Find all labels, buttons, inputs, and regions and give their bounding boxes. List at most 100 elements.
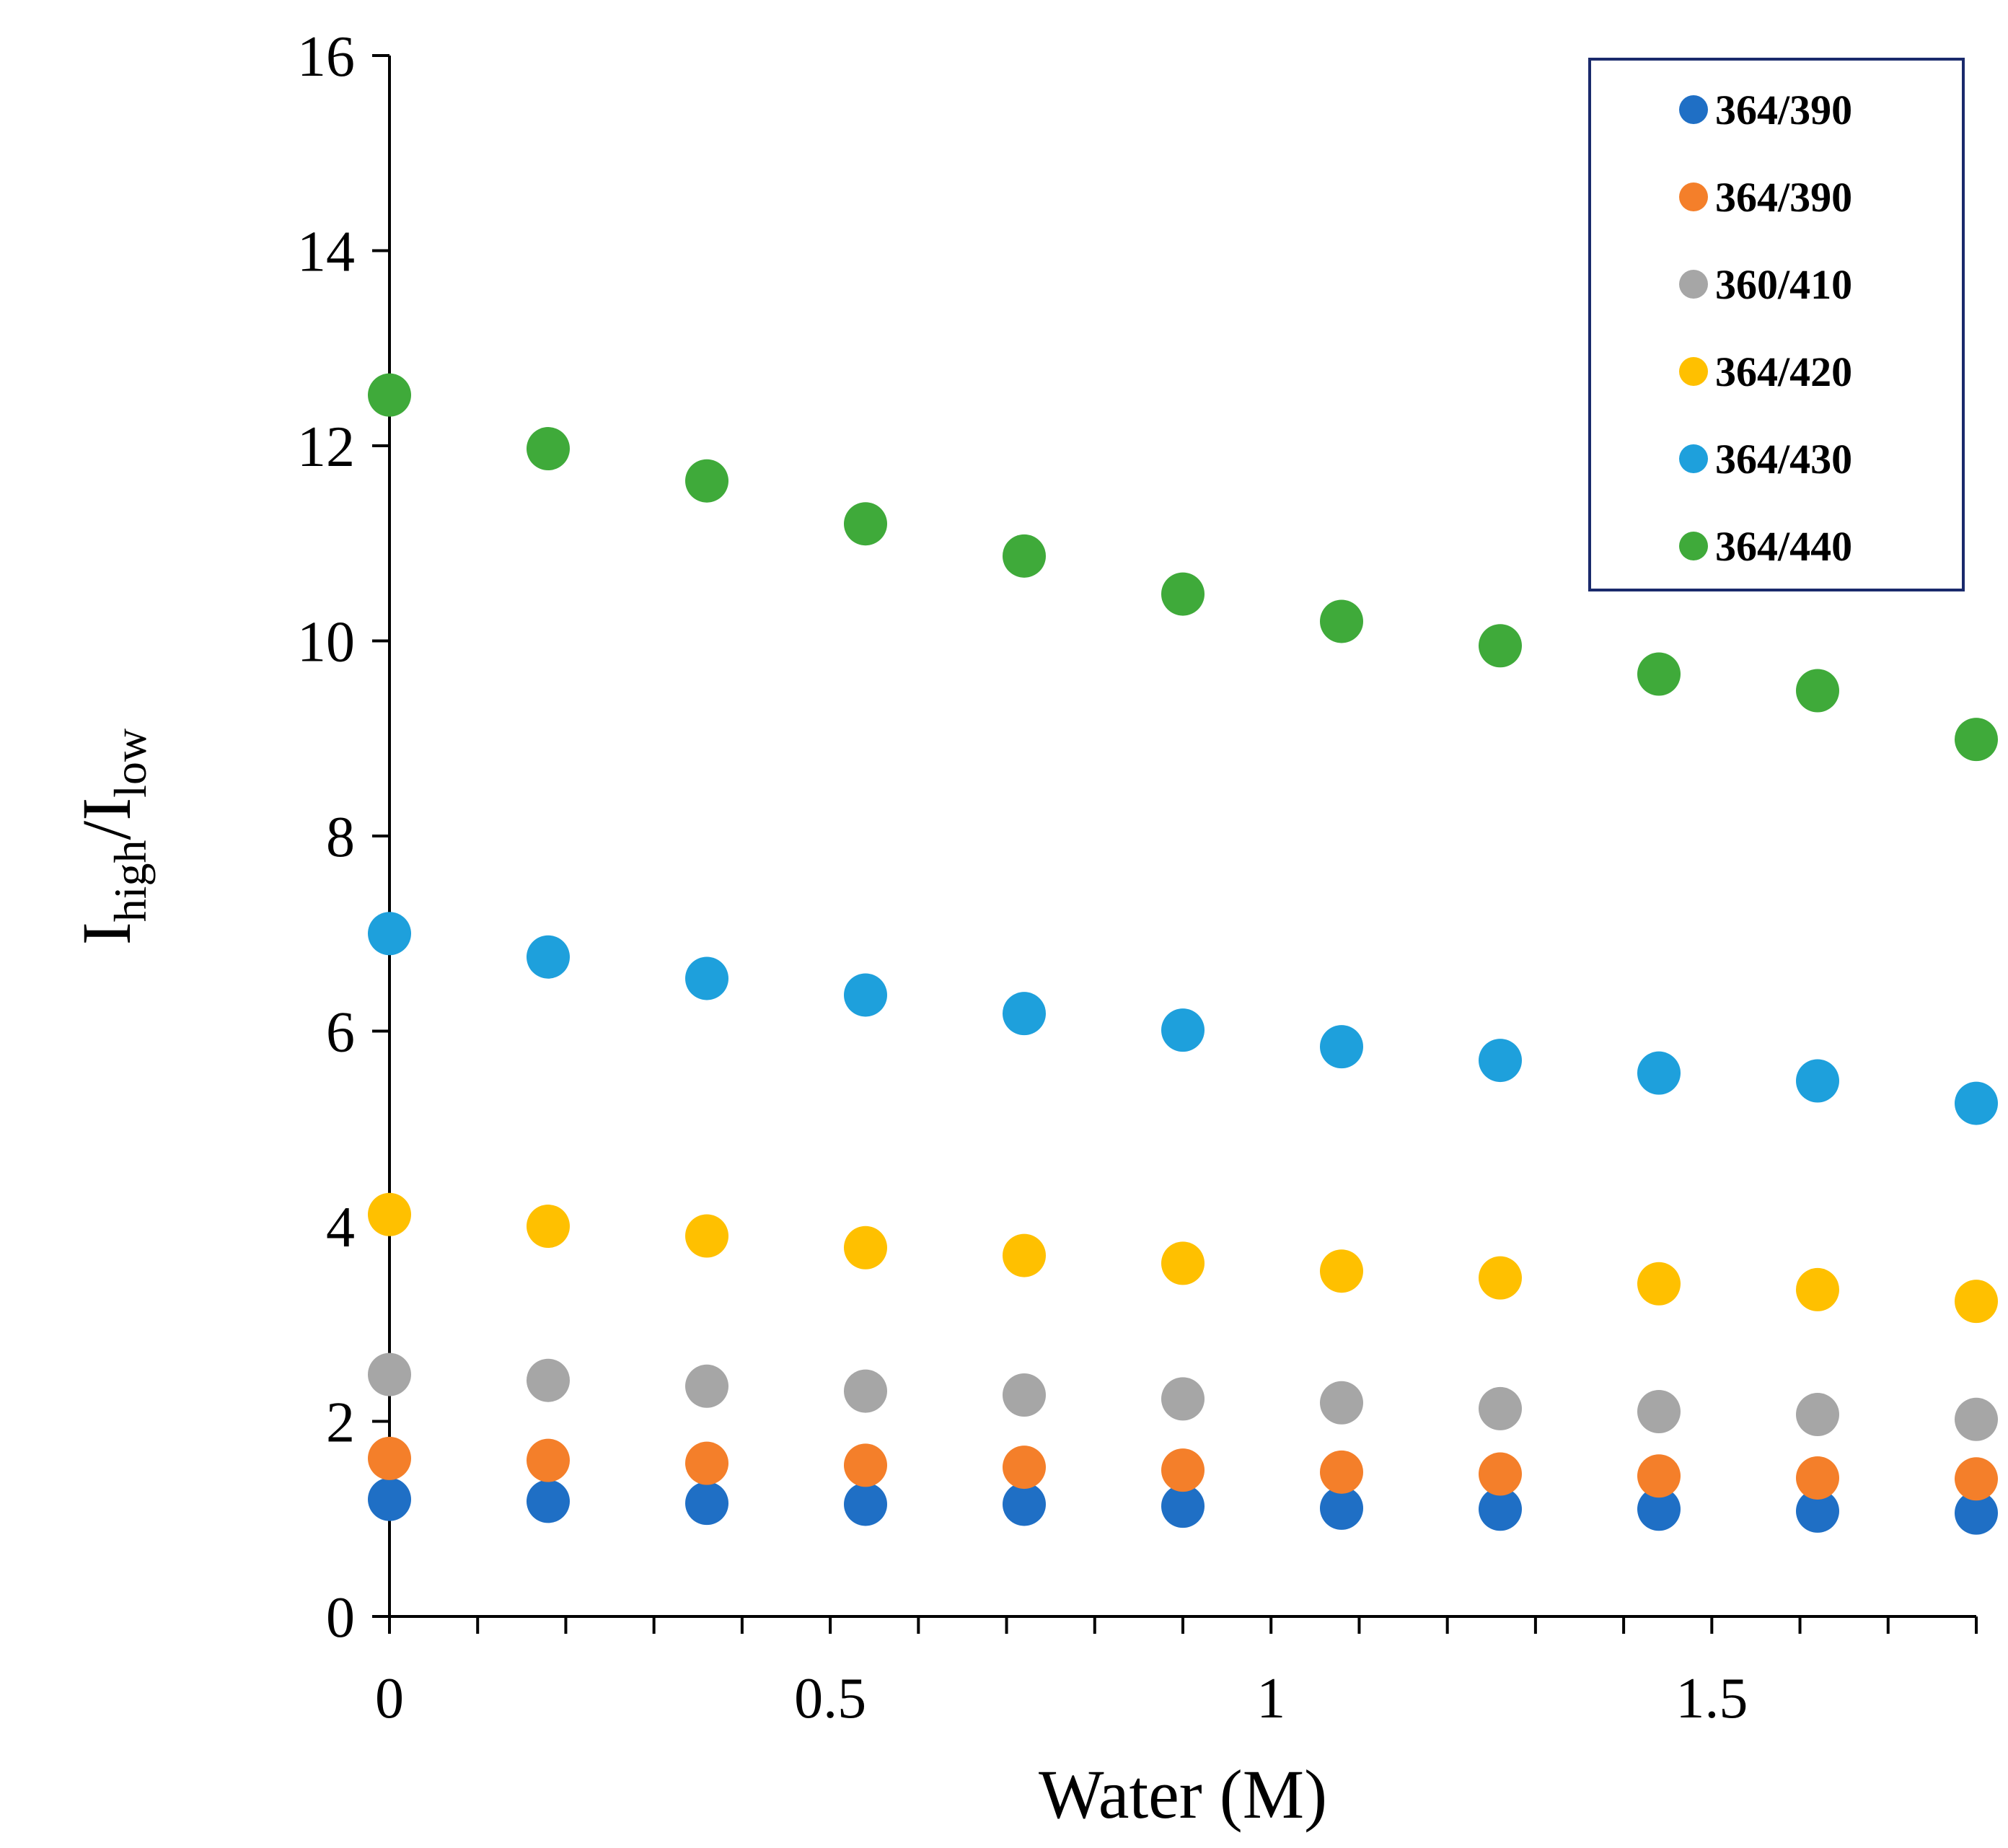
data-point	[685, 956, 728, 1000]
y-tick-label: 4	[326, 1196, 355, 1259]
data-point	[1955, 1280, 1998, 1324]
y-tick-label: 12	[297, 415, 355, 479]
y-tick-label: 10	[297, 611, 355, 674]
data-point	[1161, 1008, 1205, 1052]
y-tick-label: 16	[297, 25, 355, 89]
y-title-sub-low: low	[105, 729, 156, 798]
legend-marker	[1679, 532, 1708, 560]
legend-marker	[1679, 357, 1708, 386]
data-point	[368, 1477, 411, 1521]
data-point	[844, 1482, 887, 1526]
legend: 364/390 364/390 360/410 364/420 364/430 364/4…	[1588, 58, 1965, 591]
legend-marker	[1679, 95, 1708, 124]
data-point	[368, 1352, 411, 1396]
legend-label: 360/410	[1715, 261, 1852, 308]
data-point	[1796, 669, 1839, 713]
data-point	[1479, 624, 1522, 668]
legend-marker	[1679, 182, 1708, 211]
x-axis-title: Water (M)	[1039, 1756, 1327, 1833]
x-ticks: 0 0.5 1 1.5	[375, 1616, 1978, 1730]
data-point	[368, 912, 411, 956]
legend-label: 364/440	[1715, 523, 1852, 570]
data-point	[1955, 1081, 1998, 1125]
data-point	[1320, 1450, 1363, 1494]
data-point	[1003, 534, 1046, 578]
data-point	[1161, 1484, 1205, 1528]
data-point	[844, 973, 887, 1017]
data-point	[1796, 1456, 1839, 1500]
y-tick-label: 0	[326, 1586, 355, 1650]
x-tick-label: 0	[375, 1667, 404, 1730]
legend-box	[1588, 58, 1965, 591]
legend-marker	[1679, 444, 1708, 473]
data-point	[527, 1438, 570, 1482]
data-point	[1320, 1025, 1363, 1069]
data-points	[368, 373, 1998, 1535]
x-tick-label: 1	[1256, 1667, 1285, 1730]
data-point	[1479, 1256, 1522, 1300]
data-point	[1161, 1241, 1205, 1285]
legend-label: 364/430	[1715, 436, 1852, 483]
data-point	[1320, 1381, 1363, 1425]
data-point	[685, 1482, 728, 1526]
data-point	[1637, 1487, 1681, 1531]
legend-label: 364/420	[1715, 348, 1852, 395]
data-point	[1796, 1267, 1839, 1311]
svg-text:Ihigh/Ilow: Ihigh/Ilow	[68, 729, 156, 945]
data-point	[844, 1226, 887, 1270]
data-point	[1161, 1377, 1205, 1421]
data-point	[1955, 1457, 1998, 1501]
data-point	[368, 1436, 411, 1480]
data-point	[1637, 1262, 1681, 1306]
data-point	[527, 427, 570, 471]
y-tick-label: 14	[297, 221, 355, 284]
data-point	[844, 1443, 887, 1487]
data-point	[1003, 1482, 1046, 1526]
y-tick-label: 2	[326, 1391, 355, 1455]
data-point	[1479, 1386, 1522, 1430]
data-point	[368, 1192, 411, 1236]
data-point	[1479, 1487, 1522, 1531]
data-point	[1479, 1039, 1522, 1083]
data-point	[527, 1205, 570, 1248]
y-axis-title: Ihigh/Ilow	[68, 729, 156, 945]
data-point	[1320, 1486, 1363, 1530]
data-point	[527, 1358, 570, 1402]
data-point	[1161, 572, 1205, 616]
y-ticks: 0 2 4 6 8 10 12 14 16	[297, 25, 389, 1650]
data-point	[1003, 992, 1046, 1036]
data-point	[1637, 1389, 1681, 1433]
data-point	[1796, 1489, 1839, 1533]
data-point	[685, 1441, 728, 1485]
data-point	[685, 1364, 728, 1408]
x-tick-label: 1.5	[1675, 1667, 1748, 1730]
data-point	[527, 1479, 570, 1523]
y-tick-label: 8	[326, 806, 355, 869]
data-point	[1320, 1249, 1363, 1293]
data-point	[1796, 1059, 1839, 1103]
y-title-main: I	[68, 922, 145, 945]
legend-marker	[1679, 270, 1708, 299]
data-point	[1637, 1454, 1681, 1498]
data-point	[1161, 1448, 1205, 1492]
data-point	[1479, 1452, 1522, 1496]
y-title-main2: I	[68, 798, 145, 821]
legend-label: 364/390	[1715, 87, 1852, 133]
data-point	[1003, 1373, 1046, 1417]
data-point	[1637, 1051, 1681, 1095]
data-point	[844, 502, 887, 546]
y-tick-label: 6	[326, 1001, 355, 1065]
data-point	[527, 935, 570, 979]
data-point	[1955, 718, 1998, 762]
data-point	[368, 373, 411, 417]
data-point	[1003, 1233, 1046, 1277]
data-point	[1320, 599, 1363, 643]
data-point	[1003, 1446, 1046, 1490]
y-title-sub-high: high	[105, 840, 156, 922]
legend-label: 364/390	[1715, 174, 1852, 221]
data-point	[685, 459, 728, 503]
data-point	[1637, 652, 1681, 696]
data-point	[1796, 1393, 1839, 1437]
x-tick-label: 0.5	[794, 1667, 866, 1730]
data-point	[844, 1369, 887, 1413]
